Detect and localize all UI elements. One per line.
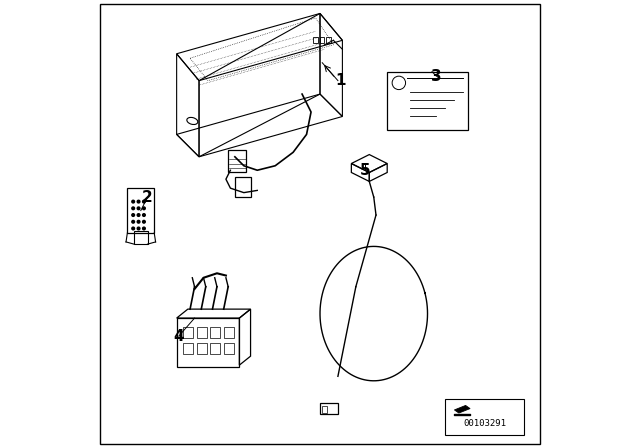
Bar — [177, 318, 239, 367]
Circle shape — [137, 200, 140, 203]
Bar — [235, 177, 250, 197]
Circle shape — [132, 207, 134, 210]
Text: 1: 1 — [335, 73, 346, 88]
Text: 2: 2 — [142, 190, 153, 205]
Bar — [323, 406, 327, 413]
Circle shape — [132, 227, 134, 230]
Text: 3: 3 — [431, 69, 442, 84]
Text: 00103291: 00103291 — [463, 419, 506, 428]
Circle shape — [143, 214, 145, 216]
Bar — [314, 37, 318, 43]
Bar — [224, 327, 234, 338]
Circle shape — [132, 214, 134, 216]
Bar — [184, 343, 193, 354]
Circle shape — [137, 207, 140, 210]
Circle shape — [132, 200, 134, 203]
Text: 5: 5 — [360, 163, 370, 178]
Circle shape — [143, 227, 145, 230]
Bar — [326, 37, 331, 43]
Bar — [197, 327, 207, 338]
Circle shape — [137, 220, 140, 223]
Circle shape — [137, 227, 140, 230]
Circle shape — [143, 220, 145, 223]
Bar — [319, 37, 324, 43]
Bar — [387, 72, 468, 130]
Bar — [127, 188, 154, 233]
Bar — [228, 150, 246, 172]
Bar — [210, 327, 220, 338]
Bar — [445, 399, 524, 435]
Bar — [224, 343, 234, 354]
Text: 4: 4 — [173, 328, 184, 344]
Bar — [197, 343, 207, 354]
Circle shape — [132, 220, 134, 223]
Bar — [184, 327, 193, 338]
Circle shape — [143, 207, 145, 210]
Circle shape — [137, 214, 140, 216]
Bar — [320, 403, 338, 414]
Bar — [210, 343, 220, 354]
Circle shape — [143, 200, 145, 203]
Bar — [134, 231, 148, 244]
Polygon shape — [454, 405, 470, 413]
